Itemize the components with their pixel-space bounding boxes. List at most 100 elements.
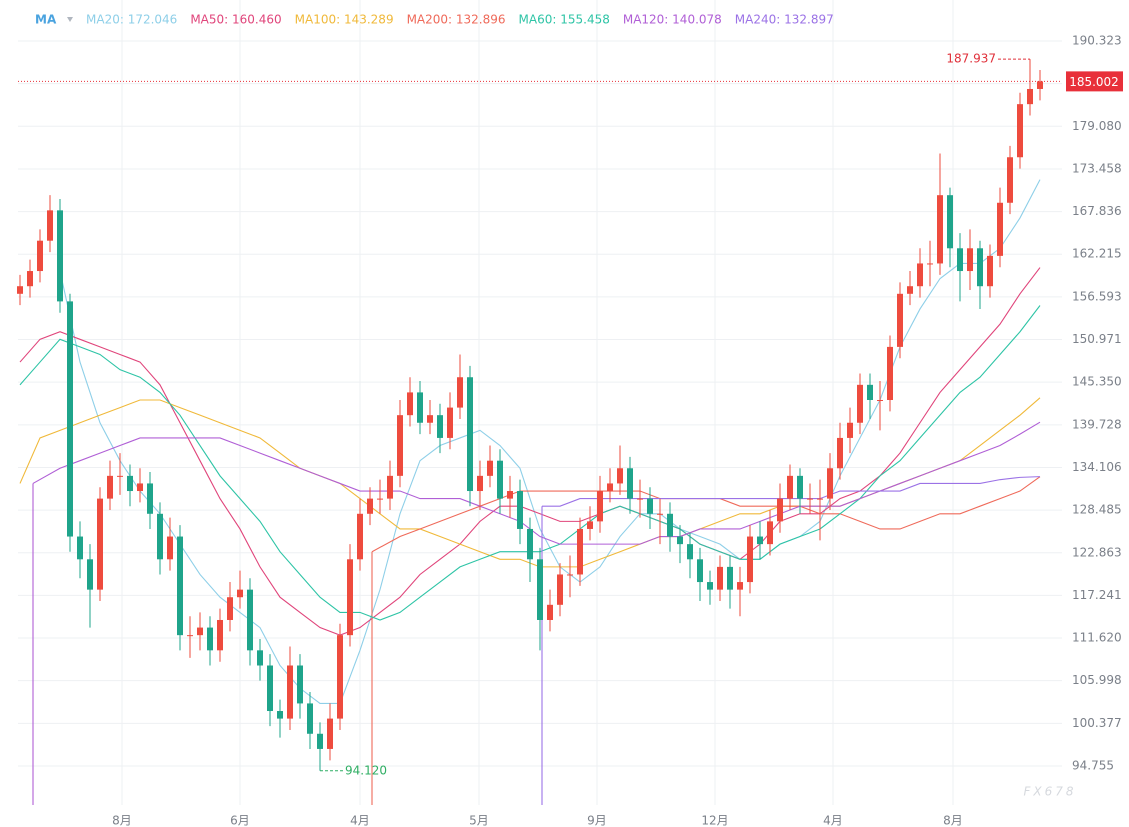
y-tick-label: 145.350 (1072, 375, 1122, 389)
candle-body (737, 582, 743, 590)
x-tick-label: 5月 (469, 814, 489, 827)
candle-body (87, 559, 93, 590)
candle-body (267, 665, 273, 712)
candle-body (287, 665, 293, 719)
last-price-label: 185.002 (1069, 75, 1119, 89)
candle-body (697, 559, 703, 583)
candle-body (27, 271, 33, 287)
candle-body (187, 635, 193, 637)
legend-entry: MA100: 143.289 (295, 13, 394, 27)
candle-body (557, 574, 563, 605)
candle-body (977, 248, 983, 287)
candle-body (437, 415, 443, 438)
legend-entry: MA60: 155.458 (519, 13, 610, 27)
watermark: FX678 (1023, 785, 1076, 799)
candle-body (997, 202, 1003, 256)
y-tick-label: 122.863 (1072, 545, 1122, 559)
candle-body (967, 248, 973, 272)
candle-body (567, 574, 573, 576)
x-tick-label: 6月 (230, 814, 250, 827)
candle-body (47, 210, 53, 241)
candle-body (937, 195, 943, 264)
candle-body (117, 475, 123, 477)
candle-body (487, 460, 493, 476)
y-tick-label: 117.241 (1072, 588, 1122, 602)
candle-body (127, 475, 133, 492)
candle-body (1017, 104, 1023, 158)
candle-body (757, 536, 763, 545)
candle-body (137, 483, 143, 492)
candle-body (77, 536, 83, 560)
candle-body (947, 195, 953, 249)
y-tick-label: 105.998 (1072, 673, 1122, 687)
candle-body (777, 498, 783, 522)
legend-entry: MA240: 132.897 (735, 13, 834, 27)
candle-body (787, 475, 793, 499)
candle-body (587, 521, 593, 529)
candle-body (707, 582, 713, 590)
candle-body (57, 210, 63, 302)
x-tick-label: 4月 (823, 814, 843, 827)
dropdown-icon[interactable] (67, 17, 73, 22)
candle-body (517, 491, 523, 529)
candle-body (317, 733, 323, 749)
candle-body (797, 475, 803, 499)
candle-body (927, 263, 933, 265)
candle-body (97, 498, 103, 590)
candle-body (637, 498, 643, 500)
y-tick-label: 167.836 (1072, 204, 1122, 218)
legend-entry: MA50: 160.460 (190, 13, 281, 27)
candle-body (717, 566, 723, 590)
candle-body (417, 392, 423, 423)
candle-body (957, 248, 963, 272)
y-tick-label: 134.106 (1072, 460, 1122, 474)
candle-body (237, 589, 243, 598)
candle-body (217, 619, 223, 651)
candle-body (877, 399, 883, 401)
candle-body (277, 711, 283, 719)
candle-body (497, 460, 503, 499)
candle-body (107, 475, 113, 499)
x-tick-label: 9月 (587, 814, 607, 827)
candle-body (337, 635, 343, 719)
y-tick-label: 100.377 (1072, 716, 1122, 730)
y-tick-label: 162.215 (1072, 247, 1122, 261)
ma-line (32, 421, 1041, 545)
y-tick-label: 190.323 (1072, 34, 1122, 48)
candle-body (507, 491, 513, 499)
candle-body (577, 528, 583, 575)
candle-body (1007, 157, 1013, 203)
candle-body (37, 240, 43, 272)
x-tick-label: 12月 (701, 814, 728, 827)
candle-body (837, 437, 843, 469)
candle-body (257, 650, 263, 666)
x-tick-label: 4月 (350, 814, 370, 827)
annotation-label: 94.120 (345, 763, 387, 777)
candle-body (387, 475, 393, 499)
annotation-label: 187.937 (946, 52, 996, 66)
candle-body (207, 627, 213, 651)
candle-body (607, 483, 613, 492)
candle-body (767, 521, 773, 545)
candle-body (67, 301, 73, 537)
x-tick-label: 8月 (112, 814, 132, 827)
candle-body (537, 559, 543, 620)
candle-body (147, 483, 153, 514)
y-tick-label: 94.755 (1072, 758, 1114, 772)
candle-body (377, 498, 383, 500)
candle-body (227, 597, 233, 620)
candle-body (647, 498, 653, 514)
candle-body (367, 498, 373, 514)
candle-body (867, 384, 873, 400)
candle-body (167, 536, 173, 560)
candle-body (1027, 88, 1033, 105)
candle-body (857, 384, 863, 423)
y-tick-label: 173.458 (1072, 161, 1122, 175)
candle-body (807, 498, 813, 500)
candle-body (527, 528, 533, 560)
y-tick-label: 128.485 (1072, 503, 1122, 517)
candle-body (247, 589, 253, 651)
candle-body (897, 293, 903, 347)
candle-body (887, 346, 893, 400)
